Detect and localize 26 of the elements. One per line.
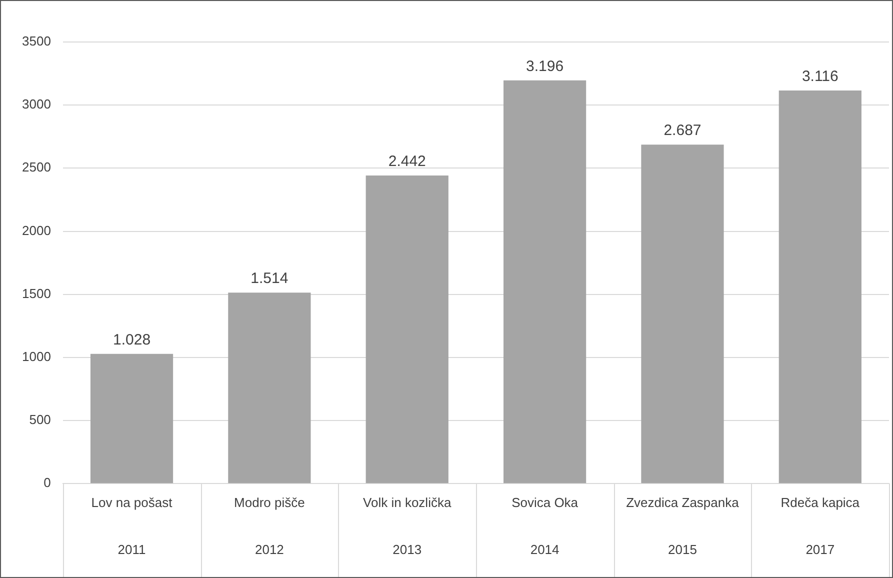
y-tick-label: 500 (29, 412, 51, 428)
bar (228, 292, 311, 484)
category-label: Rdeča kapica 2017 (780, 494, 860, 557)
bar (366, 175, 448, 484)
y-tick-label: 3500 (22, 34, 51, 49)
data-label: 1.514 (250, 270, 288, 288)
data-label: 2.687 (664, 122, 702, 140)
y-tick-label: 2500 (22, 160, 51, 175)
bar (641, 144, 724, 484)
data-label: 1.028 (112, 332, 151, 349)
y-tick-label: 2000 (22, 222, 51, 238)
category-label: Modro pišče 2012 (234, 494, 305, 557)
data-label: 3.116 (802, 68, 838, 86)
category-label: Lov na pošast 2011 (91, 494, 172, 557)
bar (503, 80, 586, 484)
bar (778, 90, 862, 484)
category-label: Sovica Oka 2014 (512, 494, 578, 557)
y-tick-label: 3000 (22, 96, 51, 112)
data-label: 2.442 (388, 153, 426, 170)
y-tick-label: 1000 (22, 349, 51, 364)
y-tick-label: 0 (44, 475, 51, 490)
data-label: 3.196 (526, 58, 564, 75)
bar (90, 354, 174, 484)
category-label: Zvezdica Zaspanka 2015 (626, 494, 739, 557)
category-label: Volk in kozlička 2013 (363, 494, 452, 557)
y-tick-label: 1500 (22, 286, 51, 301)
